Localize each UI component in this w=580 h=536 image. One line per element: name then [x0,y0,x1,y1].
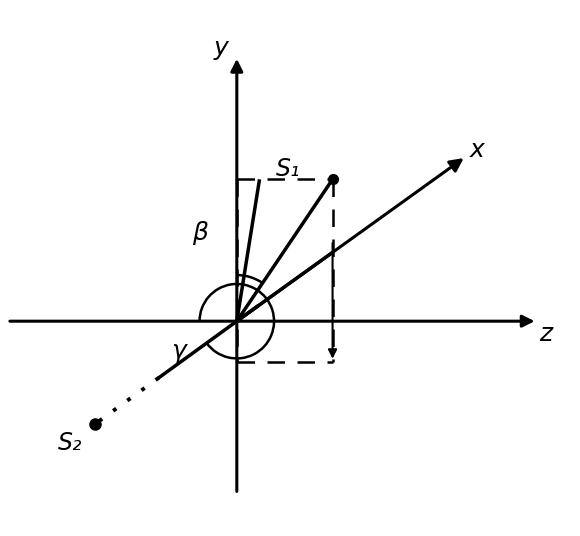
Text: z: z [539,322,552,346]
Text: x: x [469,138,484,161]
Text: β: β [192,220,208,244]
Text: S₂: S₂ [58,431,82,455]
Text: γ: γ [171,339,186,363]
Text: S₁: S₁ [276,157,300,181]
Text: y: y [214,36,229,60]
